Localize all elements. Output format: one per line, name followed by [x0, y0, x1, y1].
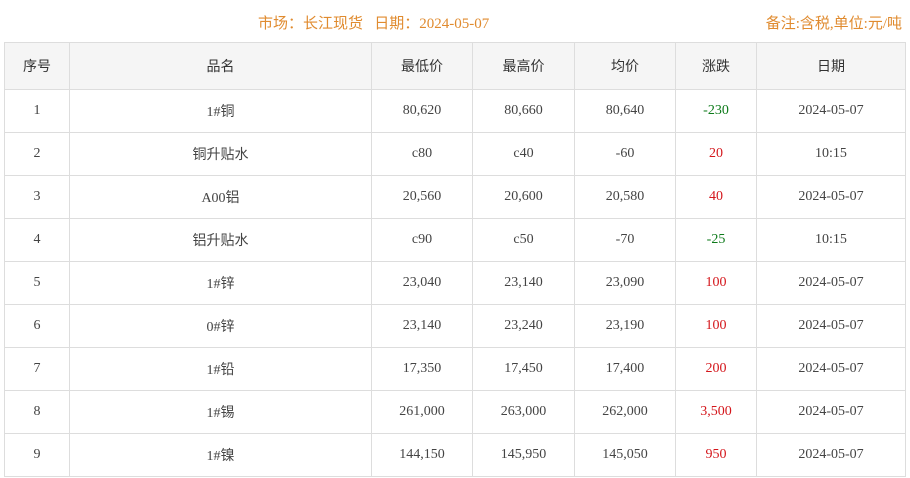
name-cell: 铝升贴水: [69, 218, 372, 262]
column-header: 序号: [4, 42, 70, 90]
name-cell: A00铝: [69, 175, 372, 219]
table-row: 4 铝升贴水 c90 c50 -70 -25 10:15: [4, 218, 906, 262]
change-cell: 40: [675, 175, 757, 219]
low-price-cell: 144,150: [371, 433, 473, 477]
name-cell: 1#铅: [69, 347, 372, 391]
high-price-cell: c50: [472, 218, 575, 262]
high-price-cell: 263,000: [472, 390, 575, 434]
avg-price-cell: 20,580: [574, 175, 676, 219]
table-row: 9 1#镍 144,150 145,950 145,050 950 2024-05-07: [4, 433, 906, 477]
name-cell: 1#锡: [69, 390, 372, 434]
index-cell: 5: [4, 261, 70, 305]
low-price-cell: 20,560: [371, 175, 473, 219]
avg-price-cell: 23,090: [574, 261, 676, 305]
table-row: 1 1#铜 80,620 80,660 80,640 -230 2024-05-07: [4, 89, 906, 133]
change-cell: -230: [675, 89, 757, 133]
table-row: 8 1#锡 261,000 263,000 262,000 3,500 2024-05-07: [4, 390, 906, 434]
low-price-cell: 23,040: [371, 261, 473, 305]
avg-price-cell: 80,640: [574, 89, 676, 133]
avg-price-cell: 23,190: [574, 304, 676, 348]
high-price-cell: 20,600: [472, 175, 575, 219]
date-cell: 2024-05-07: [756, 347, 906, 391]
change-cell: 100: [675, 304, 757, 348]
date-cell: 10:15: [756, 218, 906, 262]
table-row: 5 1#锌 23,040 23,140 23,090 100 2024-05-07: [4, 261, 906, 305]
low-price-cell: 17,350: [371, 347, 473, 391]
date-cell: 2024-05-07: [756, 390, 906, 434]
change-cell: -25: [675, 218, 757, 262]
table-row: 6 0#锌 23,140 23,240 23,190 100 2024-05-07: [4, 304, 906, 348]
high-price-cell: 23,240: [472, 304, 575, 348]
low-price-cell: 80,620: [371, 89, 473, 133]
page-header: 市场：长江现货 日期：2024-05-07 备注:含税,单位:元/吨: [0, 12, 910, 34]
name-cell: 1#锌: [69, 261, 372, 305]
table-row: 2 铜升贴水 c80 c40 -60 20 10:15: [4, 132, 906, 176]
change-cell: 3,500: [675, 390, 757, 434]
date-cell: 2024-05-07: [756, 433, 906, 477]
name-cell: 铜升贴水: [69, 132, 372, 176]
date-cell: 2024-05-07: [756, 175, 906, 219]
high-price-cell: c40: [472, 132, 575, 176]
column-header: 品名: [69, 42, 372, 90]
name-cell: 0#锌: [69, 304, 372, 348]
change-cell: 200: [675, 347, 757, 391]
column-header: 涨跌: [675, 42, 757, 90]
date-cell: 2024-05-07: [756, 261, 906, 305]
high-price-cell: 80,660: [472, 89, 575, 133]
high-price-cell: 17,450: [472, 347, 575, 391]
avg-price-cell: 262,000: [574, 390, 676, 434]
table-row: 7 1#铅 17,350 17,450 17,400 200 2024-05-07: [4, 347, 906, 391]
date-cell: 2024-05-07: [756, 304, 906, 348]
unit-note: 备注:含税,单位:元/吨: [765, 16, 902, 32]
column-header: 日期: [756, 42, 906, 90]
index-cell: 1: [4, 89, 70, 133]
name-cell: 1#镍: [69, 433, 372, 477]
index-cell: 7: [4, 347, 70, 391]
avg-price-cell: 145,050: [574, 433, 676, 477]
low-price-cell: 261,000: [371, 390, 473, 434]
avg-price-cell: 17,400: [574, 347, 676, 391]
table-header-row: 序号 品名 最低价 最高价 均价 涨跌 日期: [4, 42, 906, 90]
index-cell: 3: [4, 175, 70, 219]
low-price-cell: c80: [371, 132, 473, 176]
low-price-cell: c90: [371, 218, 473, 262]
index-cell: 8: [4, 390, 70, 434]
name-cell: 1#铜: [69, 89, 372, 133]
index-cell: 6: [4, 304, 70, 348]
low-price-cell: 23,140: [371, 304, 473, 348]
date-cell: 2024-05-07: [756, 89, 906, 133]
date-cell: 10:15: [756, 132, 906, 176]
index-cell: 9: [4, 433, 70, 477]
avg-price-cell: -60: [574, 132, 676, 176]
index-cell: 4: [4, 218, 70, 262]
high-price-cell: 145,950: [472, 433, 575, 477]
change-cell: 100: [675, 261, 757, 305]
index-cell: 2: [4, 132, 70, 176]
column-header: 均价: [574, 42, 676, 90]
high-price-cell: 23,140: [472, 261, 575, 305]
change-cell: 20: [675, 132, 757, 176]
column-header: 最高价: [472, 42, 575, 90]
change-cell: 950: [675, 433, 757, 477]
price-table: 序号 品名 最低价 最高价 均价 涨跌 日期 1 1#铜 80,620 80,660 80,640-…: [4, 42, 906, 477]
avg-price-cell: -70: [574, 218, 676, 262]
market-title: 市场：长江现货 日期：2024-05-07: [258, 16, 490, 32]
table-row: 3 A00铝 20,560 20,600 20,580 40 2024-05-07: [4, 175, 906, 219]
column-header: 最低价: [371, 42, 473, 90]
